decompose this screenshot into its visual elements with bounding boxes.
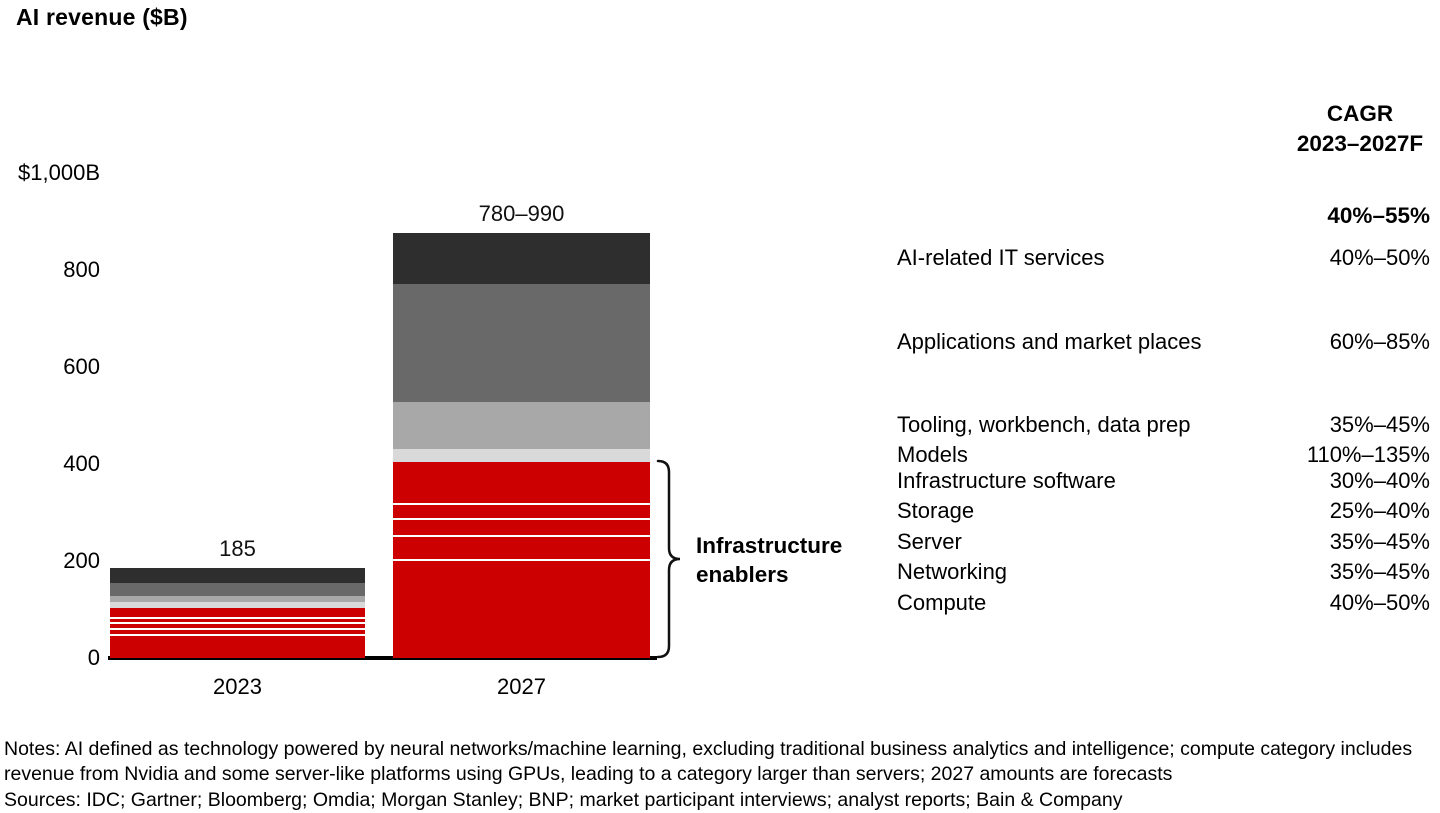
chart-notes: Notes: AI defined as technology powered …	[4, 738, 1413, 785]
bar-segment-infrastructure-software	[393, 461, 650, 506]
cagr-row-label-infrastructure-software: Infrastructure software	[897, 468, 1116, 493]
cagr-row-label-server: Server	[897, 529, 962, 554]
y-axis-tick-600: 600	[63, 354, 100, 379]
y-axis-tick-200: 200	[63, 548, 100, 573]
bar-segment-server	[110, 623, 365, 631]
cagr-row-value-infrastructure-software: 30%–40%	[1329, 468, 1430, 493]
cagr-row-value-applications-and-market-places: 60%–85%	[1329, 329, 1430, 354]
bar-segment-storage	[393, 505, 650, 520]
bar-segment-compute	[393, 561, 650, 658]
cagr-header-line2: 2023–2027F	[1296, 131, 1424, 156]
y-axis-tick-800: 800	[63, 257, 100, 282]
bar-segment-infrastructure-software	[110, 608, 365, 619]
x-axis-label-2023: 2023	[213, 674, 262, 699]
cagr-row-label-storage: Storage	[897, 498, 975, 523]
bar-segment-storage	[110, 618, 365, 624]
cagr-row-label-networking: Networking	[897, 559, 1008, 584]
x-axis-label-2027: 2027	[497, 674, 546, 699]
bar-segment-applications-and-market-places	[393, 283, 650, 403]
bar-segment-ai-related-it-services	[393, 232, 650, 284]
bar-segment-models	[393, 448, 650, 462]
bar-segment-compute	[110, 636, 365, 658]
cagr-row-value-compute: 40%–50%	[1329, 590, 1430, 615]
cagr-row-value-ai-related-it-services: 40%–50%	[1329, 245, 1430, 270]
cagr-column-header: CAGR 2023–2027F	[1280, 99, 1440, 159]
bar-segment-networking	[393, 536, 650, 561]
chart-sources: Sources: IDC; Gartner; Bloomberg; Omdia;…	[4, 789, 1123, 811]
cagr-row-value-networking: 35%–45%	[1329, 559, 1430, 584]
bar-segment-server	[393, 519, 650, 537]
bar-segment-ai-related-it-services	[110, 568, 365, 583]
y-axis-tick-400: 400	[63, 451, 100, 476]
y-axis-tick-0: 0	[87, 645, 100, 670]
cagr-overall-value: 40%–55%	[1327, 203, 1430, 228]
bar-segment-tooling-workbench-data-prep	[393, 402, 650, 449]
stacked-bar-2023	[110, 568, 365, 658]
cagr-row-value-models: 110%–135%	[1306, 442, 1430, 467]
bar-segment-tooling-workbench-data-prep	[110, 595, 365, 603]
infrastructure-enablers-bracket	[656, 459, 681, 659]
cagr-row-label-ai-related-it-services: AI-related IT services	[897, 245, 1105, 270]
cagr-header-line1: CAGR	[1326, 101, 1394, 126]
cagr-row-value-tooling-workbench-data-prep: 35%–45%	[1329, 412, 1430, 437]
cagr-row-label-compute: Compute	[897, 590, 987, 615]
bar-segment-applications-and-market-places	[110, 582, 365, 596]
x-axis-line	[108, 656, 657, 660]
page-title: AI revenue ($B)	[16, 4, 188, 30]
bar-total-label-2023: 185	[219, 536, 256, 562]
cagr-row-value-storage: 25%–40%	[1329, 498, 1430, 523]
cagr-row-label-applications-and-market-places: Applications and market places	[897, 329, 1202, 354]
cagr-row-value-server: 35%–45%	[1329, 529, 1430, 554]
cagr-row-label-models: Models	[897, 442, 968, 467]
bar-segment-networking	[110, 630, 365, 637]
bracket-label: Infrastructure enablers	[696, 533, 843, 587]
bar-total-label-2027: 780–990	[478, 200, 565, 226]
stacked-bar-2027	[393, 232, 650, 658]
bar-segment-models	[110, 602, 365, 609]
y-axis-tick-1000: $1,000B	[18, 160, 100, 185]
cagr-row-label-tooling-workbench-data-prep: Tooling, workbench, data prep	[897, 412, 1191, 437]
